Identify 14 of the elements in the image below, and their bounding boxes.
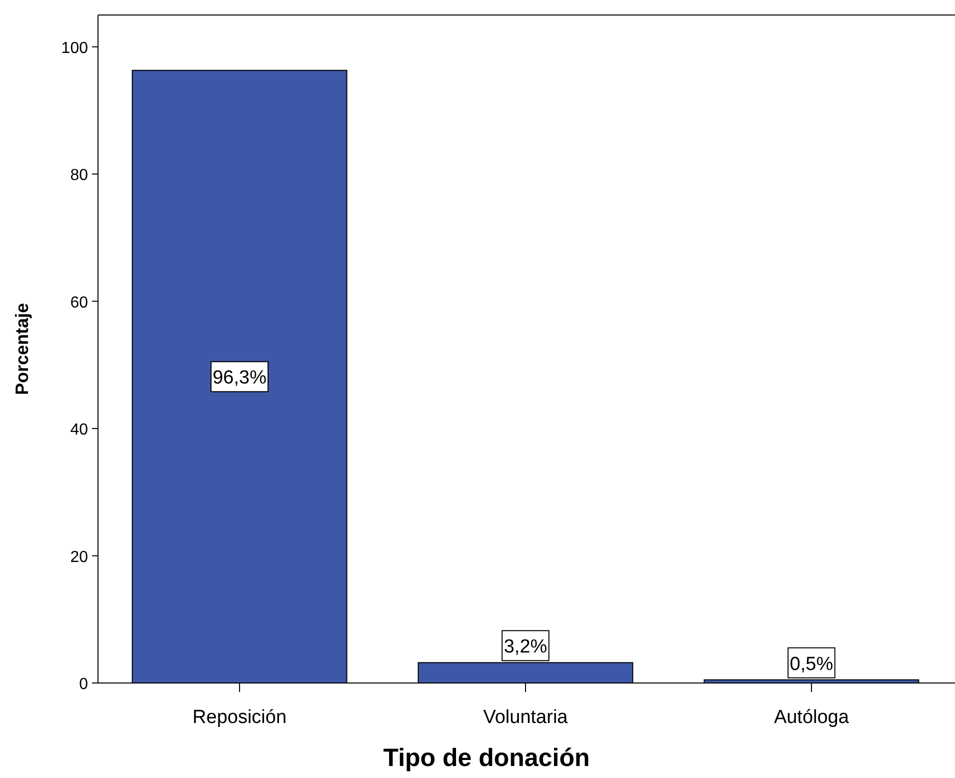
data-label: 3,2% <box>504 636 548 658</box>
x-tick-label: Reposición <box>192 707 287 728</box>
y-tick-label: 40 <box>70 422 88 439</box>
x-tick-label: Voluntaria <box>483 707 568 728</box>
data-label: 96,3% <box>212 368 267 389</box>
y-tick-label: 20 <box>70 548 88 566</box>
y-axis-title: Porcentaje <box>12 302 32 396</box>
y-tick-label: 60 <box>70 294 88 312</box>
data-label: 0,5% <box>790 654 834 675</box>
y-tick-label: 0 <box>79 676 88 693</box>
y-tick-label: 100 <box>61 40 88 57</box>
x-axis-title: Tipo de donación <box>383 744 590 772</box>
y-tick-label: 80 <box>70 167 88 184</box>
x-tick-label: Autóloga <box>774 707 850 728</box>
